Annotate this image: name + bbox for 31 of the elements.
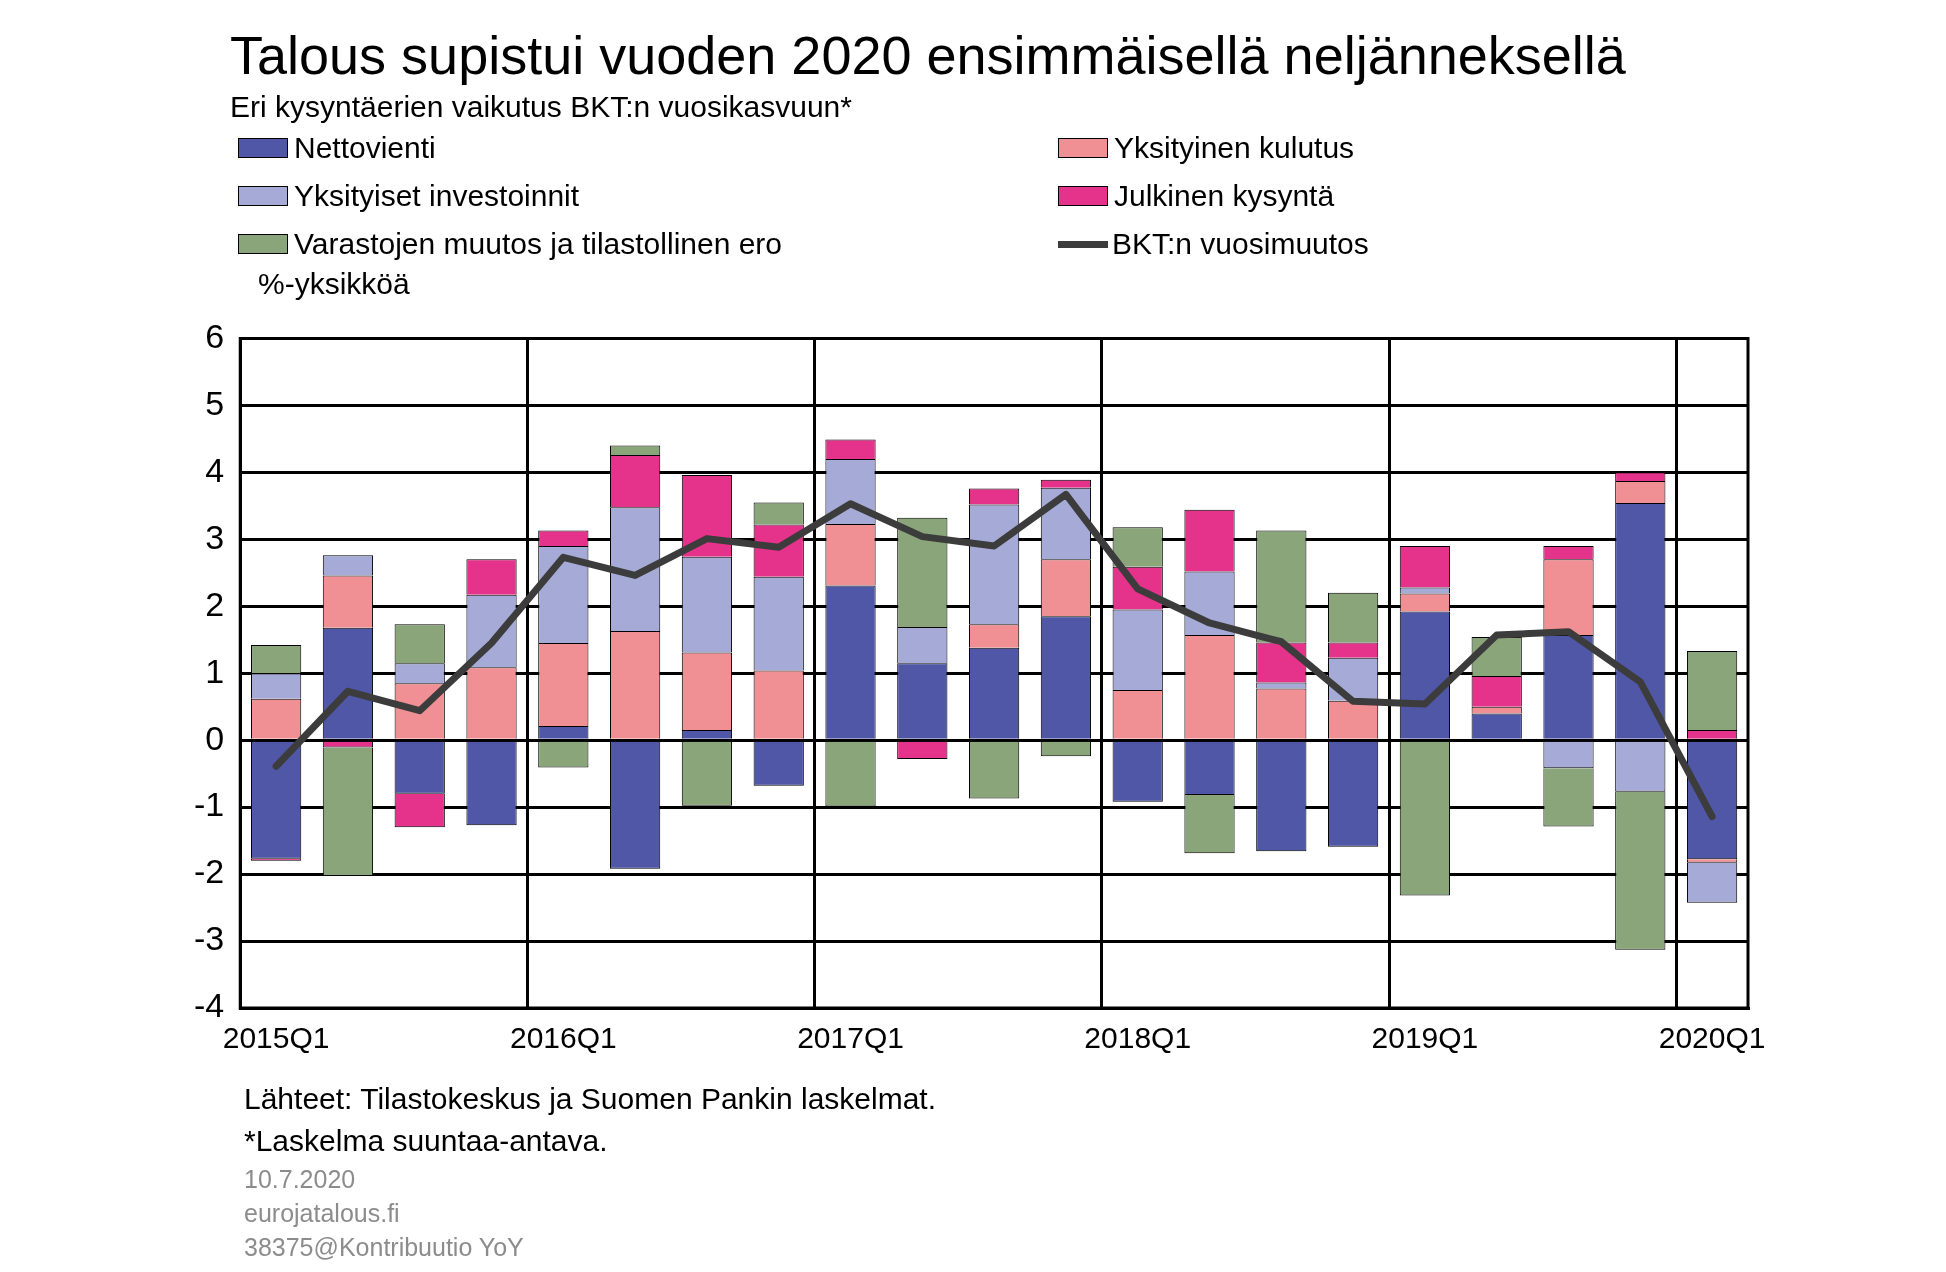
y-axis-title: %-yksikköä xyxy=(258,266,411,302)
x-tick-label: 2019Q1 xyxy=(1371,1021,1479,1055)
x-tick-label: 2020Q1 xyxy=(1658,1021,1766,1055)
text: eurojatalous.fi xyxy=(244,1198,401,1229)
legend-label: Yksityiset investoinnit xyxy=(294,179,580,213)
y-tick-label: -3 xyxy=(194,919,225,958)
y-tick-label: 1 xyxy=(205,651,225,690)
y-tick-label: 4 xyxy=(205,450,225,489)
legend-label: Julkinen kysyntä xyxy=(1114,179,1335,213)
text: *Laskelma suuntaa-antava. xyxy=(244,1123,609,1159)
y-tick-label: -1 xyxy=(194,785,225,824)
y-tick-label: 0 xyxy=(205,718,225,757)
text: 38375@Kontribuutio YoY xyxy=(244,1232,525,1263)
legend-label: Nettovienti xyxy=(294,131,436,165)
x-tick-label: 2017Q1 xyxy=(797,1021,904,1055)
legend-label: Yksityinen kulutus xyxy=(1114,131,1355,165)
y-tick-label: -4 xyxy=(194,986,225,1025)
y-tick-label: 5 xyxy=(205,383,225,422)
chart-subtitle: Eri kysyntäerien vaikutus BKT:n vuosikasvuun* xyxy=(230,89,853,125)
legend-label: BKT:n vuosimuutos xyxy=(1112,227,1369,261)
x-tick-label: 2016Q1 xyxy=(509,1021,617,1055)
x-tick-label: 2018Q1 xyxy=(1084,1021,1192,1055)
chart-title: Talous supistui vuoden 2020 ensimmäisellä neljänneksellä xyxy=(230,24,1627,87)
text: 10.7.2020 xyxy=(244,1164,357,1195)
y-tick-label: -2 xyxy=(194,852,225,891)
y-tick-label: 2 xyxy=(205,584,225,623)
text: Lähteet: Tilastokeskus ja Suomen Pankin laskelmat. xyxy=(244,1081,938,1117)
y-tick-label: 6 xyxy=(205,316,225,355)
legend-label: Varastojen muutos ja tilastollinen ero xyxy=(294,227,783,261)
y-tick-label: 3 xyxy=(205,517,225,556)
x-tick-label: 2015Q1 xyxy=(222,1021,330,1055)
